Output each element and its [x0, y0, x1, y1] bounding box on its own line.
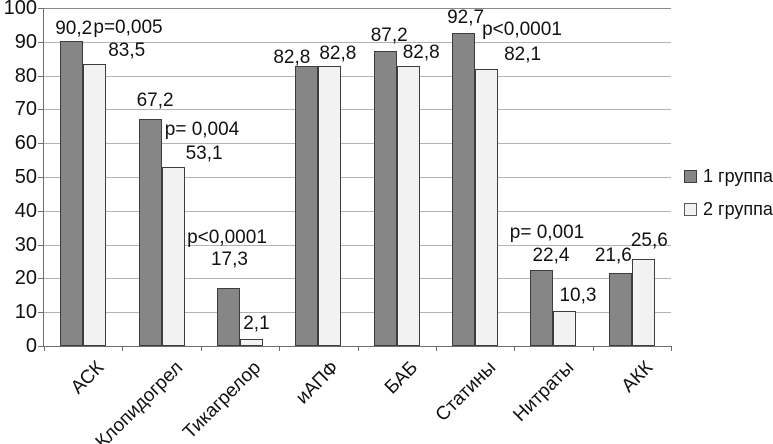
value-label: 82,8 [402, 42, 440, 64]
p-value-label: p=0,005 [93, 17, 163, 38]
value-label: 90,2 [55, 18, 93, 40]
y-axis-tick [38, 109, 43, 111]
y-tick-label: 90 [14, 30, 37, 53]
gridline [44, 312, 671, 314]
gridline [44, 8, 671, 9]
p-value-label: p<0,0001 [187, 227, 267, 248]
plot-area: 90,2 67,2 17,3 82,8 87,2 92,7 22,4 21,6 83,5 53,1… [43, 6, 672, 351]
gridline [44, 41, 671, 43]
gridline [44, 143, 671, 145]
y-axis-tick [38, 177, 43, 178]
gridline [44, 109, 671, 111]
bar-series2-7 [553, 311, 577, 346]
bar-series1-4 [295, 66, 319, 346]
bar-series1-8 [608, 273, 632, 346]
y-axis-tick [38, 244, 43, 246]
value-label: 87,2 [370, 25, 408, 47]
bar-series2-5 [396, 66, 420, 346]
gridline [44, 244, 671, 246]
x-category-label: Статины [431, 357, 501, 426]
gridline [44, 177, 671, 178]
y-axis-tick [38, 41, 43, 43]
x-axis-tick [44, 346, 45, 351]
legend: 1 группа 2 группа [684, 167, 773, 233]
y-axis-tick [38, 210, 43, 212]
x-category-label: Нитраты [509, 357, 579, 426]
value-label: 82,8 [273, 47, 311, 69]
legend-item-group2: 2 группа [684, 200, 773, 219]
y-tick-label: 60 [14, 132, 37, 155]
y-tick-label: 30 [14, 233, 37, 256]
y-tick-label: 50 [14, 166, 37, 188]
y-tick-label: 80 [14, 64, 37, 87]
x-category-label: АКК [617, 357, 657, 397]
value-label: 21,6 [594, 244, 632, 266]
y-tick-label: 40 [14, 199, 37, 222]
y-axis-tick [38, 75, 43, 77]
p-value-label: p<0,0001 [482, 19, 562, 40]
legend-label-group1: 1 группа [703, 166, 773, 186]
bar-series2-2 [161, 166, 185, 346]
bar-series2-4 [318, 66, 342, 346]
x-axis-tick [592, 346, 594, 351]
bar-series2-8 [631, 259, 655, 346]
value-label: 82,1 [504, 43, 542, 65]
bar-series1-2 [138, 118, 162, 346]
y-tick-label: 0 [25, 335, 37, 357]
y-tick-label: 100 [3, 0, 37, 19]
group1-swatch-icon [684, 170, 697, 183]
x-axis-tick [671, 346, 672, 351]
x-axis-tick [200, 346, 202, 351]
value-label: 83,5 [108, 39, 146, 61]
y-tick-label: 70 [14, 98, 37, 121]
bar-series1-6 [452, 32, 476, 346]
x-category-label: АСК [67, 357, 109, 399]
y-axis-tick [38, 312, 43, 314]
bar-series1-5 [373, 51, 397, 346]
y-tick-label: 10 [14, 301, 37, 324]
legend-label-group2: 2 группа [703, 199, 773, 219]
y-tick-label: 20 [14, 267, 37, 290]
bar-series1-3 [216, 287, 240, 346]
bar-series2-3 [239, 338, 263, 346]
x-category-label: иАПФ [292, 357, 344, 409]
x-axis-tick [514, 346, 516, 351]
y-axis-tick [38, 346, 43, 347]
p-value-label: p= 0,004 [164, 119, 240, 140]
value-label: 22,4 [532, 245, 570, 267]
x-category-label: Тикагрелор [179, 357, 266, 444]
value-label: 67,2 [136, 89, 174, 111]
p-value-label: p= 0,001 [509, 222, 585, 243]
value-label: 10,3 [559, 285, 597, 307]
x-axis-tick [279, 346, 281, 351]
value-label: 82,8 [319, 43, 357, 65]
gridline [44, 278, 671, 280]
value-label: 2,1 [243, 312, 270, 334]
y-axis-tick [38, 143, 43, 145]
legend-item-group1: 1 группа [684, 167, 773, 186]
value-label: 25,6 [630, 230, 668, 252]
y-axis-tick [38, 8, 43, 9]
bar-series2-1 [83, 63, 107, 346]
x-category-label: БАБ [380, 357, 422, 399]
value-label: 53,1 [185, 142, 223, 164]
value-label: 17,3 [210, 248, 248, 270]
gridline [44, 210, 671, 212]
y-axis-tick [38, 278, 43, 280]
gridline [44, 75, 671, 77]
x-axis-tick [122, 346, 124, 351]
x-axis-tick [435, 346, 437, 351]
bar-series2-6 [475, 68, 499, 346]
bar-series1-7 [530, 270, 554, 346]
value-label: 92,7 [447, 6, 485, 28]
bar-series1-1 [60, 41, 84, 346]
group2-swatch-icon [684, 203, 697, 216]
x-axis-tick [357, 346, 359, 351]
